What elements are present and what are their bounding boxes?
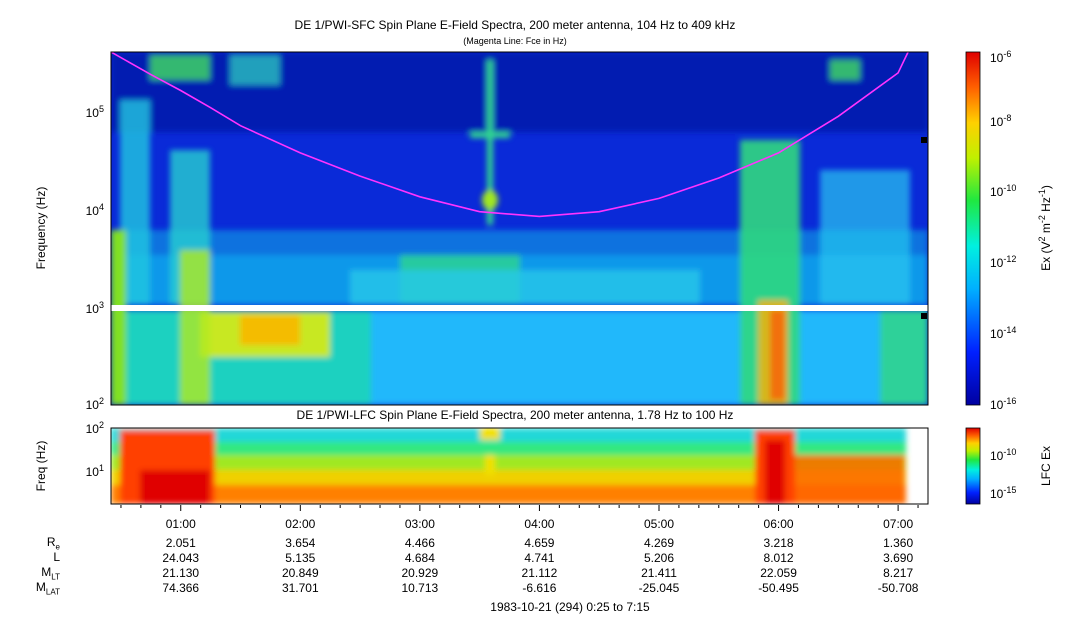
lfc-colorbar-tick-labels: 10-10 10-15 xyxy=(990,447,1016,501)
sfc-frame xyxy=(110,51,929,406)
colorbar-tick-label: 10-8 xyxy=(990,113,1011,129)
ephemeris-value: 8.012 xyxy=(764,551,794,565)
ephemeris-value: 4.684 xyxy=(405,551,435,565)
ephemeris-value: 21.411 xyxy=(641,566,677,580)
ephemeris-value: 8.217 xyxy=(883,566,913,580)
y-tick-label: 105 xyxy=(86,104,104,120)
time-axis-ticks xyxy=(120,505,919,511)
time-tick-label: 03:00 xyxy=(405,517,435,531)
time-tick-label: 05:00 xyxy=(644,517,674,531)
ephemeris-value: 4.741 xyxy=(524,551,554,565)
colorbar-tick-label: 10-10 xyxy=(990,183,1016,199)
sfc-y-tick-labels: 105 104 103 102 xyxy=(86,104,104,412)
ephemeris-value: 21.112 xyxy=(522,566,558,580)
ephemeris-value: 24.043 xyxy=(162,551,199,565)
ephemeris-value: 3.690 xyxy=(883,551,913,565)
y-tick-label: 103 xyxy=(86,300,104,316)
ephemeris-value: 3.654 xyxy=(285,536,315,550)
ephemeris-value: 3.218 xyxy=(764,536,794,550)
ephemeris-value: -6.616 xyxy=(522,581,556,595)
sfc-colorbar-tick-labels: 10-6 10-8 10-10 10-12 10-14 10-16 xyxy=(990,49,1016,412)
ephemeris-value: 4.659 xyxy=(524,536,554,550)
ephemeris-value: 1.360 xyxy=(883,536,913,550)
ephemeris-value: 10.713 xyxy=(402,581,439,595)
y-tick-label: 101 xyxy=(86,463,104,479)
ephemeris-value: 74.366 xyxy=(162,581,199,595)
ephemeris-value: -50.708 xyxy=(878,581,919,595)
y-tick-label: 104 xyxy=(86,202,104,218)
lfc-y-axis-label: Freq (Hz) xyxy=(34,441,48,492)
lfc-title: DE 1/PWI-LFC Spin Plane E-Field Spectra,… xyxy=(296,408,734,422)
ephemeris-value: 22.059 xyxy=(760,566,797,580)
sfc-subtitle: (Magenta Line: Fce in Hz) xyxy=(463,36,567,46)
ephemeris-value: 31.701 xyxy=(282,581,319,595)
ephemeris-value: 2.051 xyxy=(166,536,196,550)
time-tick-label: 02:00 xyxy=(285,517,315,531)
time-tick-label: 04:00 xyxy=(524,517,554,531)
lfc-intensity-patches xyxy=(111,428,906,504)
lfc-colorbar-label: LFC Ex xyxy=(1039,446,1053,486)
ephemeris-value: 4.466 xyxy=(405,536,435,550)
time-tick-label: 01:00 xyxy=(166,517,196,531)
sfc-title: DE 1/PWI-SFC Spin Plane E-Field Spectra,… xyxy=(294,18,736,32)
lfc-colorbar xyxy=(965,427,981,505)
y-tick-label: 102 xyxy=(86,420,104,436)
sfc-marker xyxy=(921,137,927,143)
ephemeris-value: 20.929 xyxy=(402,566,439,580)
ephemeris-value: 5.135 xyxy=(285,551,315,565)
lfc-y-tick-labels: 102 101 xyxy=(86,420,104,479)
colorbar-tick-label: 10-10 xyxy=(990,447,1016,463)
sfc-data-gap xyxy=(111,305,928,311)
time-tick-label: 07:00 xyxy=(883,517,913,531)
time-tick-label: 06:00 xyxy=(764,517,794,531)
lfc-spectrogram xyxy=(110,427,929,505)
fce-line xyxy=(111,52,909,218)
time-axis-labels: 01:00 02:00 03:00 04:00 05:00 06:00 07:00 xyxy=(166,517,914,531)
ephemeris-value: 21.130 xyxy=(162,566,199,580)
ephemeris-label-re: Re xyxy=(46,535,60,552)
ephemeris-values: 2.051 3.654 4.466 4.659 4.269 3.218 1.360 24.04… xyxy=(162,536,918,595)
sfc-y-axis-label: Frequency (Hz) xyxy=(34,187,48,270)
date-range-caption: 1983-10-21 (294) 0:25 to 7:15 xyxy=(490,600,650,614)
colorbar-tick-label: 10-6 xyxy=(990,49,1011,65)
colorbar-tick-label: 10-14 xyxy=(990,325,1016,341)
ephemeris-value: 5.206 xyxy=(644,551,674,565)
sfc-marker xyxy=(921,313,927,319)
colorbar-tick-label: 10-12 xyxy=(990,254,1016,270)
ephemeris-value: 20.849 xyxy=(282,566,319,580)
ephemeris-value: 4.269 xyxy=(644,536,674,550)
sfc-colorbar xyxy=(965,51,981,406)
ephemeris-value: -50.495 xyxy=(758,581,799,595)
ephemeris-label-mlat: MLAT xyxy=(35,580,60,597)
sfc-intensity-patches xyxy=(111,52,928,405)
ephemeris-label-mlt: MLT xyxy=(41,565,60,582)
ephemeris-label-l: L xyxy=(53,550,60,564)
sfc-spectrogram xyxy=(110,51,929,406)
ephemeris-value: -25.045 xyxy=(639,581,680,595)
lfc-frame xyxy=(110,427,929,505)
sfc-colorbar-label: Ex (V2 m-2 Hz-1) xyxy=(1037,185,1053,271)
colorbar-tick-label: 10-15 xyxy=(990,485,1016,501)
